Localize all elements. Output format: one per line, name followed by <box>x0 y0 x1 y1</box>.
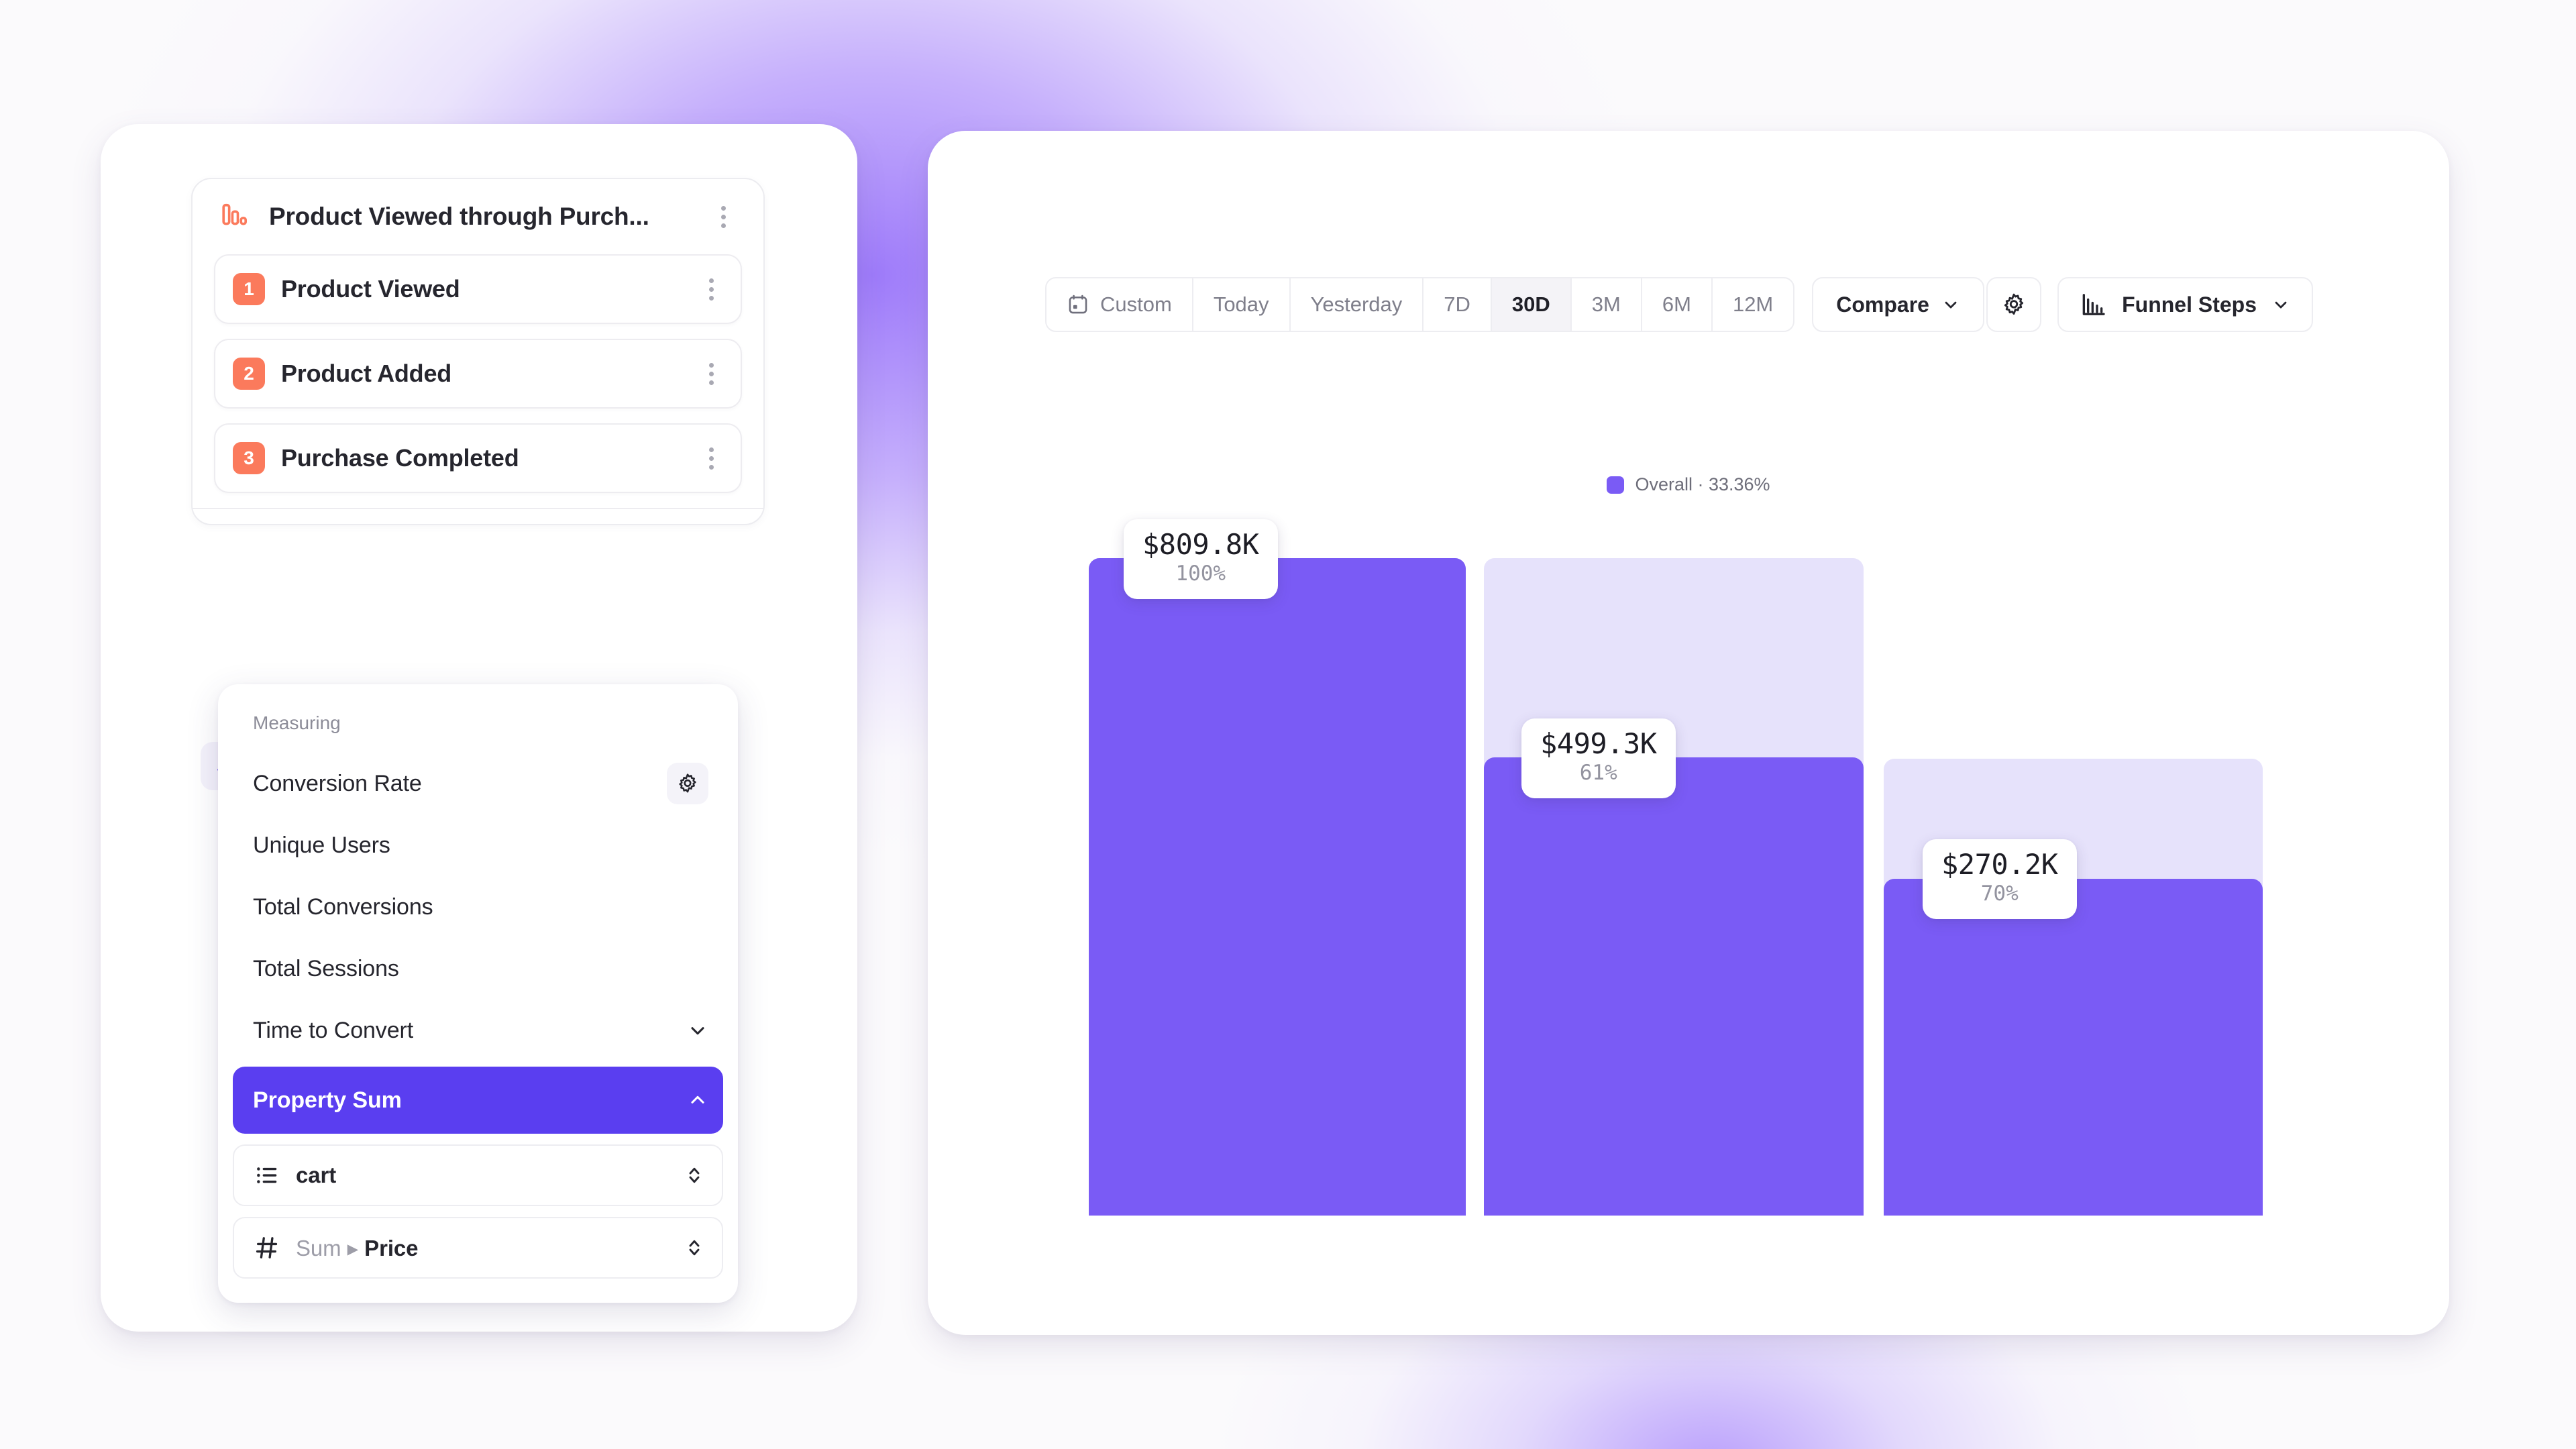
gear-icon-glyph <box>679 773 696 793</box>
date-button-label: 30D <box>1511 292 1550 316</box>
menu-item-label: Property Sum <box>253 1087 402 1113</box>
calendar-icon <box>1069 294 1087 314</box>
date-button-30d[interactable]: 30D <box>1491 278 1572 331</box>
date-button-today[interactable]: Today <box>1193 278 1291 331</box>
funnel-steps-label: Funnel Steps <box>2122 292 2257 317</box>
funnel-steps-button[interactable]: Funnel Steps <box>2057 277 2313 332</box>
step-number-badge: 2 <box>233 358 265 390</box>
hash-icon <box>256 1237 278 1258</box>
property-aggregation-field[interactable]: Sum ▸ Price <box>233 1217 723 1279</box>
aggregation-value: Price <box>364 1235 419 1260</box>
bar-percent-label: 61% <box>1579 761 1617 786</box>
compare-label: Compare <box>1836 292 1929 317</box>
chevron-up-icon <box>691 1095 704 1104</box>
chart-legend: Overall · 33.36% <box>928 474 2449 495</box>
funnel-chart-panel: Custom Today Yesterday 7D 30D 3M 6M 12M <box>928 131 2449 1335</box>
menu-item-unique-users[interactable]: Unique Users <box>233 814 723 876</box>
menu-item-label: Total Conversions <box>253 894 433 920</box>
bar-tooltip-3[interactable]: $270.2K 70% <box>1923 839 2077 919</box>
date-button-label: 12M <box>1732 292 1774 316</box>
step-number-badge: 3 <box>233 442 265 474</box>
bar-value-label: $809.8K <box>1142 528 1259 561</box>
funnel-step-3[interactable]: 3 Purchase Completed <box>214 423 742 493</box>
date-button-label: 3M <box>1591 292 1621 316</box>
bar-percent-label: 70% <box>1980 881 2019 906</box>
bar-column-3: $270.2K 70% <box>1884 558 2263 1216</box>
date-range-selector: Custom Today Yesterday 7D 30D 3M 6M 12M <box>1045 277 1795 332</box>
step-number-badge: 1 <box>233 273 265 305</box>
menu-item-label: Conversion Rate <box>253 770 422 796</box>
dropdown-group-label: Measuring <box>253 712 341 733</box>
menu-item-time-to-convert[interactable]: Time to Convert <box>233 1000 723 1061</box>
step-menu-button[interactable] <box>696 274 726 304</box>
menu-item-label: Time to Convert <box>253 1017 414 1043</box>
bar-fill-2[interactable] <box>1484 757 1864 1216</box>
menu-item-total-sessions[interactable]: Total Sessions <box>233 938 723 1000</box>
bar-percent-label: 100% <box>1175 561 1226 586</box>
step-menu-button[interactable] <box>696 443 726 473</box>
aggregation-prefix: Sum ▸ <box>296 1235 359 1260</box>
bar-fill-3[interactable] <box>1884 879 2263 1216</box>
chevron-down-icon <box>691 1027 704 1035</box>
gear-icon[interactable] <box>667 763 708 804</box>
menu-item-conversion-rate[interactable]: Conversion Rate <box>233 753 723 814</box>
property-source-field[interactable]: cart <box>233 1144 723 1206</box>
date-button-3m[interactable]: 3M <box>1572 278 1642 331</box>
menu-item-label: Total Sessions <box>253 955 399 981</box>
date-button-6m[interactable]: 6M <box>1642 278 1713 331</box>
bar-value-label: $499.3K <box>1540 727 1657 760</box>
list-icon <box>257 1167 277 1183</box>
date-button-label: Today <box>1213 292 1269 316</box>
date-button-7d[interactable]: 7D <box>1424 278 1492 331</box>
funnel-step-2[interactable]: 2 Product Added <box>214 339 742 409</box>
step-label: Product Added <box>281 360 452 387</box>
bar-tooltip-1[interactable]: $809.8K 100% <box>1124 519 1278 599</box>
bar-column-1: $809.8K 100% <box>1089 519 1466 1216</box>
chart-toolbar: Custom Today Yesterday 7D 30D 3M 6M 12M <box>1045 277 2313 332</box>
legend-swatch <box>1607 476 1625 494</box>
stepper-updown-icon[interactable] <box>684 1163 704 1187</box>
date-button-label: Custom <box>1100 292 1172 316</box>
date-button-12m[interactable]: 12M <box>1713 278 1793 331</box>
bar-fill-1[interactable] <box>1089 558 1466 1216</box>
chart-settings-button[interactable] <box>1986 277 2042 332</box>
date-button-custom[interactable]: Custom <box>1046 278 1193 331</box>
bar-chart-icon <box>2082 294 2105 315</box>
step-label: Purchase Completed <box>281 444 519 472</box>
gear-icon <box>2004 293 2024 315</box>
date-button-label: 7D <box>1444 292 1470 316</box>
chevron-down-icon <box>1945 301 1957 309</box>
funnel-definition-card: Product Viewed through Purch... 1 Produc… <box>191 178 765 525</box>
card-divider <box>193 508 763 509</box>
bar-column-2: $499.3K 61% <box>1484 558 1864 1216</box>
bar-value-label: $270.2K <box>1941 848 2058 881</box>
funnel-card-header: Product Viewed through Purch... <box>193 179 763 254</box>
step-menu-button[interactable] <box>696 359 726 388</box>
menu-item-label: Unique Users <box>253 832 390 858</box>
funnel-title: Product Viewed through Purch... <box>269 203 649 230</box>
legend-label: Overall · 33.36% <box>1635 474 1770 494</box>
date-button-label: 6M <box>1662 292 1691 316</box>
funnel-bars-icon <box>222 203 248 225</box>
funnel-card-menu-button[interactable] <box>708 202 738 231</box>
chevron-down-icon <box>2275 301 2287 309</box>
menu-item-property-sum[interactable]: Property Sum <box>233 1067 723 1134</box>
funnel-bar-chart: $809.8K 100% $499.3K 61% $270.2K 70% <box>928 131 2449 1335</box>
date-button-yesterday[interactable]: Yesterday <box>1291 278 1424 331</box>
funnel-step-1[interactable]: 1 Product Viewed <box>214 254 742 324</box>
compare-button[interactable]: Compare <box>1812 277 1984 332</box>
stepper-updown-icon[interactable] <box>684 1236 704 1260</box>
property-aggregation-label: Sum ▸ Price <box>296 1235 668 1261</box>
date-button-label: Yesterday <box>1310 292 1403 316</box>
measure-dropdown-panel: Measuring Conversion Rate Unique Users T… <box>218 684 738 1303</box>
menu-item-total-conversions[interactable]: Total Conversions <box>233 876 723 938</box>
bar-tooltip-2[interactable]: $499.3K 61% <box>1521 718 1676 798</box>
step-label: Product Viewed <box>281 275 460 303</box>
property-source-label: cart <box>296 1163 337 1187</box>
